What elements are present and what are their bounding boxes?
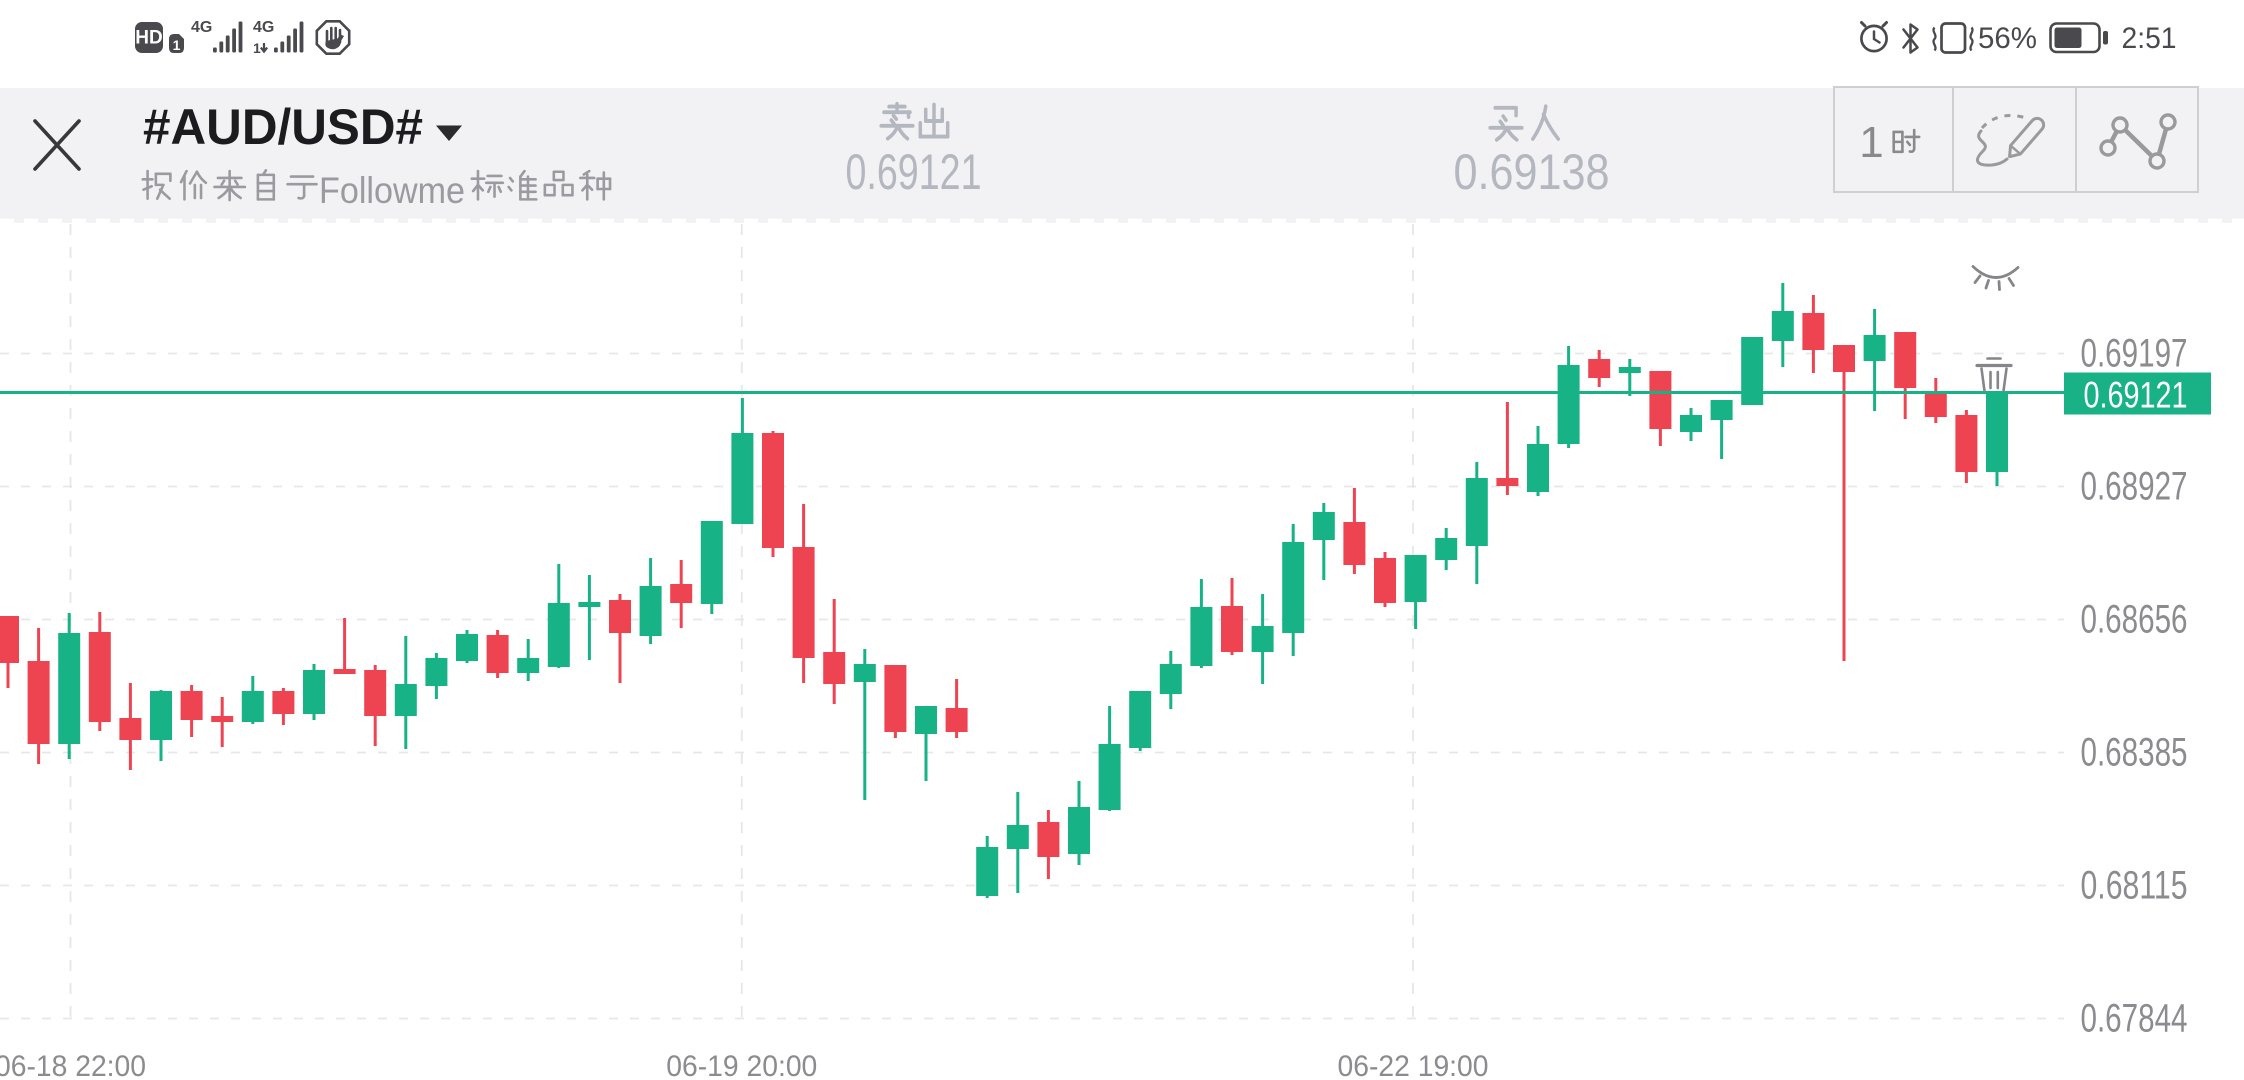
svg-text:0.69121: 0.69121	[846, 144, 982, 200]
svg-text:06-22 19:00: 06-22 19:00	[1338, 1050, 1489, 1080]
svg-text:0.69138: 0.69138	[1454, 144, 1610, 200]
svg-text:0.69121: 0.69121	[2084, 375, 2188, 416]
svg-text:HD: HD	[135, 28, 162, 49]
svg-text:06-18 22:00: 06-18 22:00	[0, 1050, 146, 1080]
svg-text:0.68115: 0.68115	[2081, 864, 2188, 908]
svg-text:#AUD/USD#: #AUD/USD#	[143, 99, 423, 155]
svg-text:1: 1	[1859, 118, 1883, 167]
svg-text:06-19 20:00: 06-19 20:00	[666, 1050, 817, 1080]
svg-text:4G: 4G	[253, 19, 274, 36]
svg-text:4G: 4G	[191, 19, 212, 36]
svg-text:56%: 56%	[1978, 22, 2037, 55]
svg-text:1: 1	[253, 40, 261, 56]
svg-text:0.67844: 0.67844	[2081, 997, 2188, 1041]
svg-text:2:51: 2:51	[2122, 22, 2177, 55]
svg-text:0.69197: 0.69197	[2081, 332, 2188, 376]
svg-text:0.68927: 0.68927	[2081, 465, 2188, 509]
svg-text:0.68385: 0.68385	[2081, 731, 2188, 775]
svg-text:0.68656: 0.68656	[2081, 598, 2188, 642]
svg-text:Followme: Followme	[319, 170, 465, 211]
svg-text:1: 1	[173, 37, 181, 53]
